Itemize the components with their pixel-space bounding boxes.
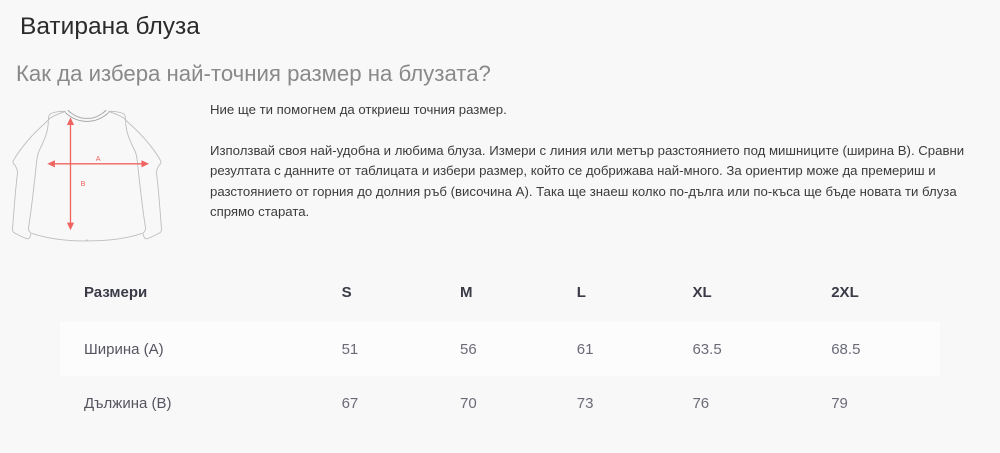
svg-text:B: B bbox=[81, 180, 86, 188]
svg-text:A: A bbox=[96, 155, 101, 163]
